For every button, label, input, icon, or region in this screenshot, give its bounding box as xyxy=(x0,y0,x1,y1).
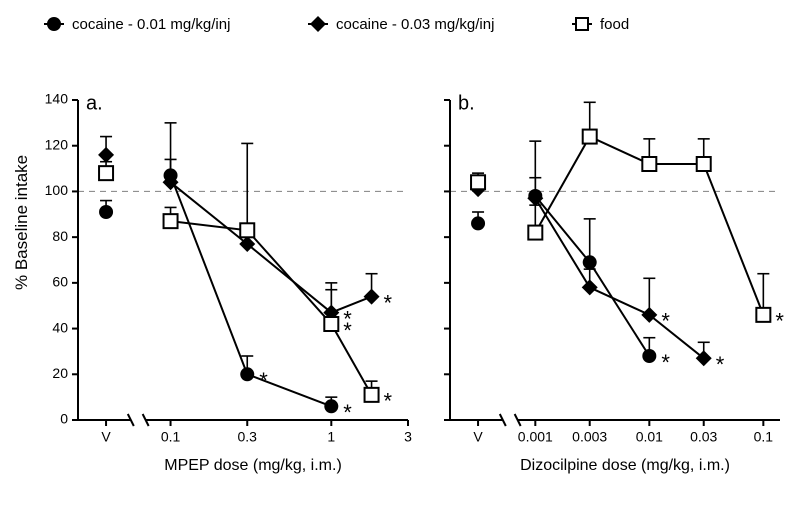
svg-text:*: * xyxy=(259,368,268,393)
svg-text:0.01: 0.01 xyxy=(636,429,663,445)
svg-text:80: 80 xyxy=(52,228,68,244)
legend-item-cocaine-001: cocaine - 0.01 mg/kg/inj xyxy=(44,14,230,34)
legend-label: food xyxy=(600,16,629,33)
svg-text:0.03: 0.03 xyxy=(690,429,717,445)
svg-text:*: * xyxy=(343,318,352,343)
svg-text:a.: a. xyxy=(86,92,103,114)
svg-text:100: 100 xyxy=(45,182,69,198)
legend-item-food: food xyxy=(572,14,629,34)
svg-text:*: * xyxy=(384,389,393,414)
panel-b: V 0.001 0.003 0.01 0.03 0.1 Dizocilpine dose (… xyxy=(430,90,790,490)
svg-text:*: * xyxy=(384,290,393,315)
panel-a: 0 20 40 60 80 100 120 140 V 0.1 0.3 1 3 MPEP dose (mg… xyxy=(24,90,418,490)
svg-text:120: 120 xyxy=(45,136,69,152)
legend-item-cocaine-003: cocaine - 0.03 mg/kg/inj xyxy=(308,14,494,34)
svg-text:*: * xyxy=(661,350,670,375)
svg-text:40: 40 xyxy=(52,319,68,335)
svg-text:3: 3 xyxy=(404,429,412,445)
legend-label: cocaine - 0.03 mg/kg/inj xyxy=(336,16,494,33)
svg-text:*: * xyxy=(716,352,725,377)
svg-text:MPEP dose (mg/kg, i.m.): MPEP dose (mg/kg, i.m.) xyxy=(164,457,342,474)
svg-text:Dizocilpine dose (mg/kg, i.m.): Dizocilpine dose (mg/kg, i.m.) xyxy=(520,457,730,474)
svg-text:0: 0 xyxy=(60,411,68,427)
svg-text:0.3: 0.3 xyxy=(238,429,258,445)
svg-text:*: * xyxy=(343,400,352,425)
open-square-icon xyxy=(572,14,592,34)
svg-text:V: V xyxy=(473,429,483,445)
svg-text:*: * xyxy=(661,309,670,334)
svg-text:0.1: 0.1 xyxy=(161,429,181,445)
svg-text:0.001: 0.001 xyxy=(518,429,553,445)
svg-text:0.1: 0.1 xyxy=(754,429,774,445)
svg-text:b.: b. xyxy=(458,92,475,114)
legend-label: cocaine - 0.01 mg/kg/inj xyxy=(72,16,230,33)
svg-text:*: * xyxy=(775,309,784,334)
figure: cocaine - 0.01 mg/kg/inj cocaine - 0.03 … xyxy=(0,0,800,511)
svg-text:60: 60 xyxy=(52,274,68,290)
svg-text:0.003: 0.003 xyxy=(572,429,607,445)
legend: cocaine - 0.01 mg/kg/inj cocaine - 0.03 … xyxy=(0,14,800,54)
svg-text:20: 20 xyxy=(52,365,68,381)
svg-text:140: 140 xyxy=(45,91,69,107)
svg-text:V: V xyxy=(101,429,111,445)
svg-text:1: 1 xyxy=(327,429,335,445)
filled-circle-icon xyxy=(44,14,64,34)
filled-diamond-icon xyxy=(308,14,328,34)
